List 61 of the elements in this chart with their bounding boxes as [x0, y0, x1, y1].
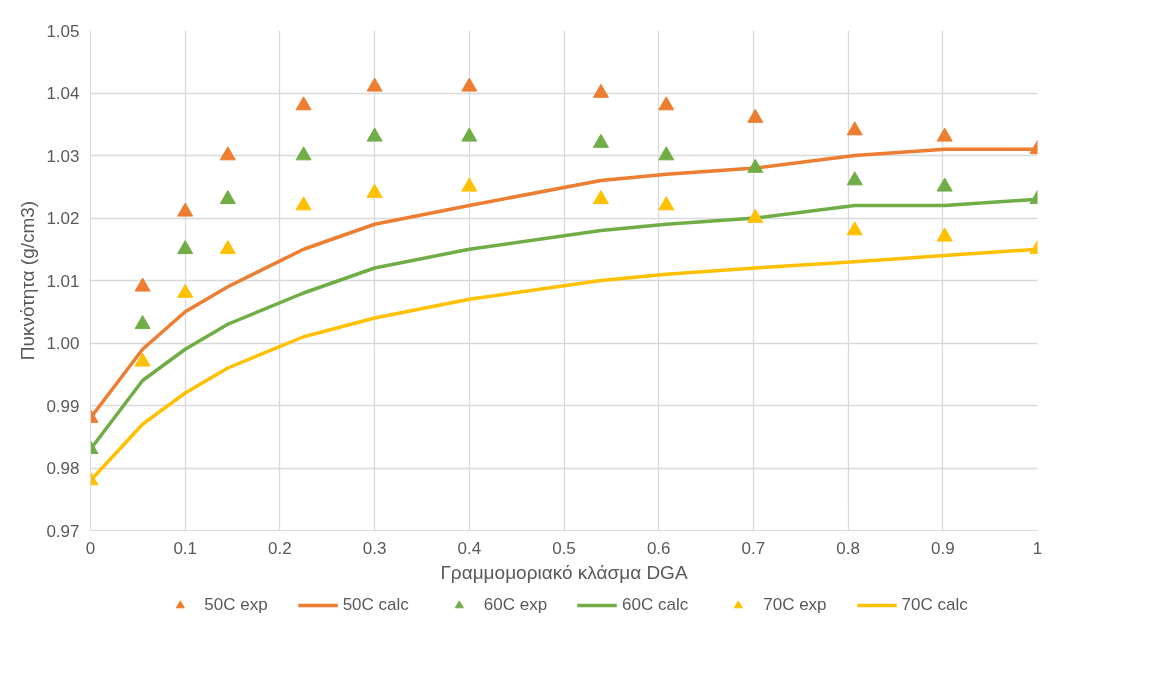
legend-label: 50C calc [342, 595, 409, 615]
point [846, 121, 863, 136]
legend-label: 60C exp [483, 595, 548, 615]
point [846, 171, 863, 186]
x-tick-label: 0.1 [173, 538, 198, 558]
x-tick-label: 1 [1032, 538, 1043, 558]
y-tick-label: 0.99 [46, 396, 80, 416]
point [219, 240, 236, 255]
y-tick-label: 0.98 [46, 459, 80, 478]
point [295, 146, 312, 161]
point [177, 202, 194, 217]
point [592, 133, 609, 148]
point [461, 127, 478, 142]
point [134, 315, 151, 330]
point [747, 208, 764, 223]
x-axis-title: Γραμμομοριακό κλάσμα DGA [440, 561, 688, 583]
y-tick-label: 1.05 [46, 21, 80, 41]
point [747, 158, 764, 173]
point [461, 77, 478, 92]
point [219, 190, 236, 205]
y-tick-label: 0.97 [46, 521, 80, 541]
point [846, 221, 863, 236]
point [936, 127, 953, 142]
point [366, 77, 383, 92]
point [177, 283, 194, 298]
point [658, 146, 675, 161]
point [658, 96, 675, 111]
point [592, 83, 609, 98]
point [295, 96, 312, 111]
y-tick-label: 1.02 [46, 209, 80, 228]
x-tick-label: 0.8 [836, 538, 860, 558]
x-tick-label: 0.3 [362, 538, 387, 558]
y-tick-label: 1.04 [46, 84, 80, 103]
x-tick-label: 0.5 [552, 538, 576, 558]
point [461, 177, 478, 192]
point [747, 108, 764, 123]
legend-label: 60C calc [622, 595, 689, 615]
point [592, 190, 609, 205]
y-tick-label: 1.00 [46, 334, 80, 353]
point [936, 227, 953, 242]
point [177, 240, 194, 255]
point [134, 277, 151, 292]
point [936, 177, 953, 192]
x-tick-label: 0.9 [930, 538, 955, 558]
y-tick-label: 1.01 [46, 271, 80, 291]
point [658, 196, 675, 211]
x-tick-label: 0.2 [268, 538, 292, 558]
x-tick-label: 0.4 [457, 538, 482, 558]
x-tick-label: 0 [85, 538, 96, 558]
point [219, 146, 236, 161]
point [366, 127, 383, 142]
y-axis-title: Πυκνότητα (g/cm3) [17, 200, 39, 361]
point [134, 352, 151, 367]
x-tick-label: 0.7 [741, 538, 766, 558]
legend-label: 70C calc [901, 595, 968, 615]
point [295, 196, 312, 211]
point [366, 183, 383, 198]
x-tick-label: 0.6 [646, 538, 671, 558]
y-tick-label: 1.03 [46, 146, 80, 166]
legend-label: 70C exp [763, 595, 827, 615]
legend-label: 50C exp [204, 595, 268, 615]
